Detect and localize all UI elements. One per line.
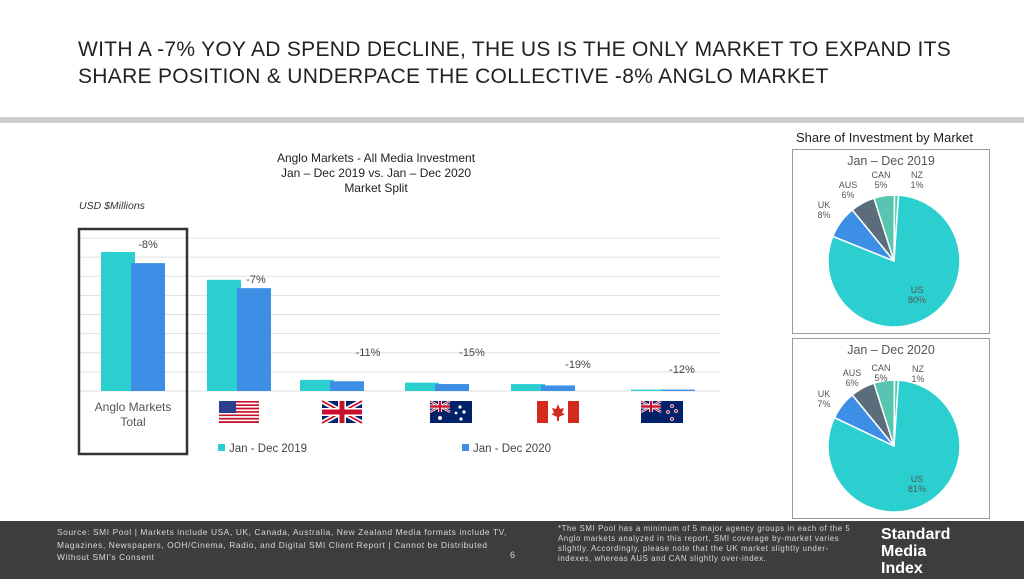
bar xyxy=(405,382,439,391)
bar xyxy=(207,279,241,391)
legend-swatch xyxy=(218,444,225,451)
pie-slice-value: 6% xyxy=(841,190,854,200)
pie-slice-value: 6% xyxy=(845,378,858,388)
bar xyxy=(435,384,469,391)
pie-slice-label: UK xyxy=(818,200,831,210)
chart-title-line: Market Split xyxy=(344,181,408,195)
smi-logo: Standard Media Index xyxy=(881,526,981,577)
australia-flag-icon xyxy=(429,400,472,423)
uk-flag-icon xyxy=(320,398,364,426)
pie-slice-label: CAN xyxy=(871,170,890,180)
chart-title-line: Jan – Dec 2019 vs. Jan – Dec 2020 xyxy=(281,166,471,180)
bar xyxy=(131,263,165,391)
data-label: -19% xyxy=(565,359,591,371)
footer-note: *The SMI Pool has a minimum of 5 major a… xyxy=(558,524,851,563)
slide-headline: WITH A -7% YOY AD SPEND DECLINE, THE US … xyxy=(78,38,952,88)
share-title: Share of Investment by Market xyxy=(796,130,974,145)
pie-slice-value: 81% xyxy=(908,484,926,494)
pie-slice-label: AUS xyxy=(839,180,858,190)
footer: Source: SMI Pool | Markets include USA, … xyxy=(0,521,1024,579)
data-label: -11% xyxy=(356,347,381,359)
category-label: Total xyxy=(120,415,145,429)
footer-source: Source: SMI Pool | Markets include USA, … xyxy=(57,527,507,562)
pie-slice-label: US xyxy=(911,285,924,295)
pie-slice-label: UK xyxy=(818,389,831,399)
category-label: Anglo Markets xyxy=(95,400,172,414)
header-divider xyxy=(0,117,1024,123)
canada-flag-icon xyxy=(537,401,579,423)
data-label: -7% xyxy=(246,274,266,286)
pie-title: Jan – Dec 2019 xyxy=(847,154,935,168)
pie-slice-value: 1% xyxy=(910,180,923,190)
bar xyxy=(101,252,135,391)
pie-slice xyxy=(873,379,896,447)
page-number: 6 xyxy=(510,550,516,560)
y-axis-label: USD $Millions xyxy=(79,200,146,212)
legend-label: Jan - Dec 2020 xyxy=(473,443,551,455)
bar xyxy=(237,288,271,391)
pie-box-2020: Jan – Dec 2020 US 81% UK 7% AUS 6% CAN 5% NZ 1% xyxy=(792,338,990,519)
pie-slice-value: 7% xyxy=(817,399,830,409)
data-label: -15% xyxy=(459,347,485,359)
pie-slice-label: AUS xyxy=(843,368,862,378)
total-highlight-box xyxy=(77,227,189,456)
pie-slice xyxy=(873,194,896,262)
bar xyxy=(330,381,364,391)
pie-slice-value: 1% xyxy=(911,374,924,384)
bar xyxy=(631,389,665,391)
bar-chart: Anglo Markets - All Media InvestmentJan … xyxy=(77,151,720,456)
pie-slice-value: 5% xyxy=(874,373,887,383)
legend-swatch xyxy=(462,444,469,451)
pie-slice-label: US xyxy=(911,474,924,484)
logo-line: Media xyxy=(881,543,927,560)
pie-title: Jan – Dec 2020 xyxy=(847,343,935,357)
pie-slice-label: NZ xyxy=(912,364,924,374)
chart-title-line: Anglo Markets - All Media Investment xyxy=(277,151,476,165)
legend-label: Jan - Dec 2019 xyxy=(229,443,307,455)
pie-slice-value: 8% xyxy=(817,210,830,220)
bar xyxy=(541,385,575,391)
logo-line: Standard xyxy=(881,526,951,543)
pie-slice-label: CAN xyxy=(871,363,890,373)
data-label: -12% xyxy=(669,364,695,376)
us-flag-icon xyxy=(219,401,259,423)
bar xyxy=(300,379,334,391)
bar xyxy=(511,384,545,391)
pie-slice-value: 5% xyxy=(874,180,887,190)
data-label: -8% xyxy=(138,239,158,251)
logo-line: Index xyxy=(881,560,923,577)
bar xyxy=(661,389,695,391)
pie-box-2019: Jan – Dec 2019 US 80% UK 8% AUS 6% CAN 5% NZ 1% xyxy=(792,149,990,334)
pie-slice-value: 80% xyxy=(908,295,926,305)
new-zealand-flag-icon xyxy=(640,400,683,423)
pie-slice-label: NZ xyxy=(911,170,923,180)
